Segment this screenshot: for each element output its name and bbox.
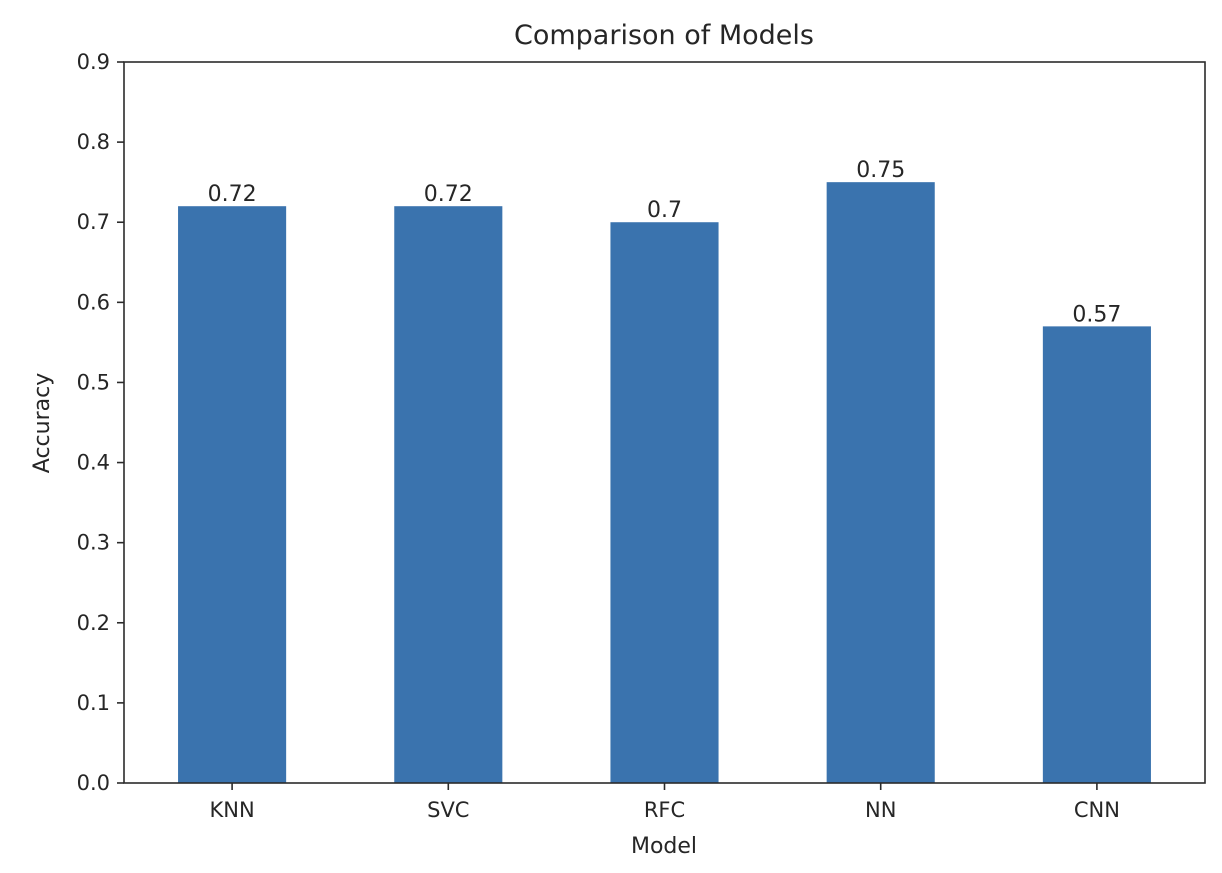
y-tick-label: 0.7 — [77, 210, 110, 234]
x-tick-label-cnn: CNN — [1074, 798, 1120, 822]
y-tick-label: 0.8 — [77, 130, 110, 154]
data-labels-layer: 0.72 0.72 0.7 0.75 0.57 — [208, 158, 1122, 327]
data-label-cnn: 0.57 — [1072, 302, 1121, 327]
y-axis: 0.0 0.1 0.2 0.3 0.4 0.5 0.6 0.7 0.8 0.9 — [77, 50, 124, 795]
y-tick-label: 0.6 — [77, 290, 110, 314]
y-tick-label: 0.1 — [77, 691, 110, 715]
bars-layer — [178, 182, 1151, 783]
bar-knn — [178, 206, 287, 783]
bar-svc — [394, 206, 503, 783]
y-tick-label: 0.4 — [77, 451, 110, 475]
x-axis: KNN SVC RFC NN CNN — [209, 783, 1120, 822]
x-tick-label-knn: KNN — [209, 798, 254, 822]
data-label-knn: 0.72 — [208, 182, 257, 207]
x-axis-label: Model — [631, 834, 697, 859]
y-axis-label: Accuracy — [30, 373, 55, 473]
bar-cnn — [1042, 326, 1151, 783]
data-label-rfc: 0.7 — [647, 198, 682, 223]
x-tick-label-svc: SVC — [427, 798, 469, 822]
data-label-nn: 0.75 — [856, 158, 905, 183]
bar-rfc — [610, 222, 719, 783]
bar-nn — [826, 182, 935, 783]
y-tick-label: 0.3 — [77, 531, 110, 555]
x-tick-label-rfc: RFC — [644, 798, 685, 822]
data-label-svc: 0.72 — [424, 182, 473, 207]
chart-title: Comparison of Models — [514, 20, 814, 51]
y-tick-label: 0.0 — [77, 771, 110, 795]
y-tick-label: 0.9 — [77, 50, 110, 74]
y-tick-label: 0.5 — [77, 370, 110, 394]
x-tick-label-nn: NN — [865, 798, 896, 822]
y-tick-label: 0.2 — [77, 611, 110, 635]
